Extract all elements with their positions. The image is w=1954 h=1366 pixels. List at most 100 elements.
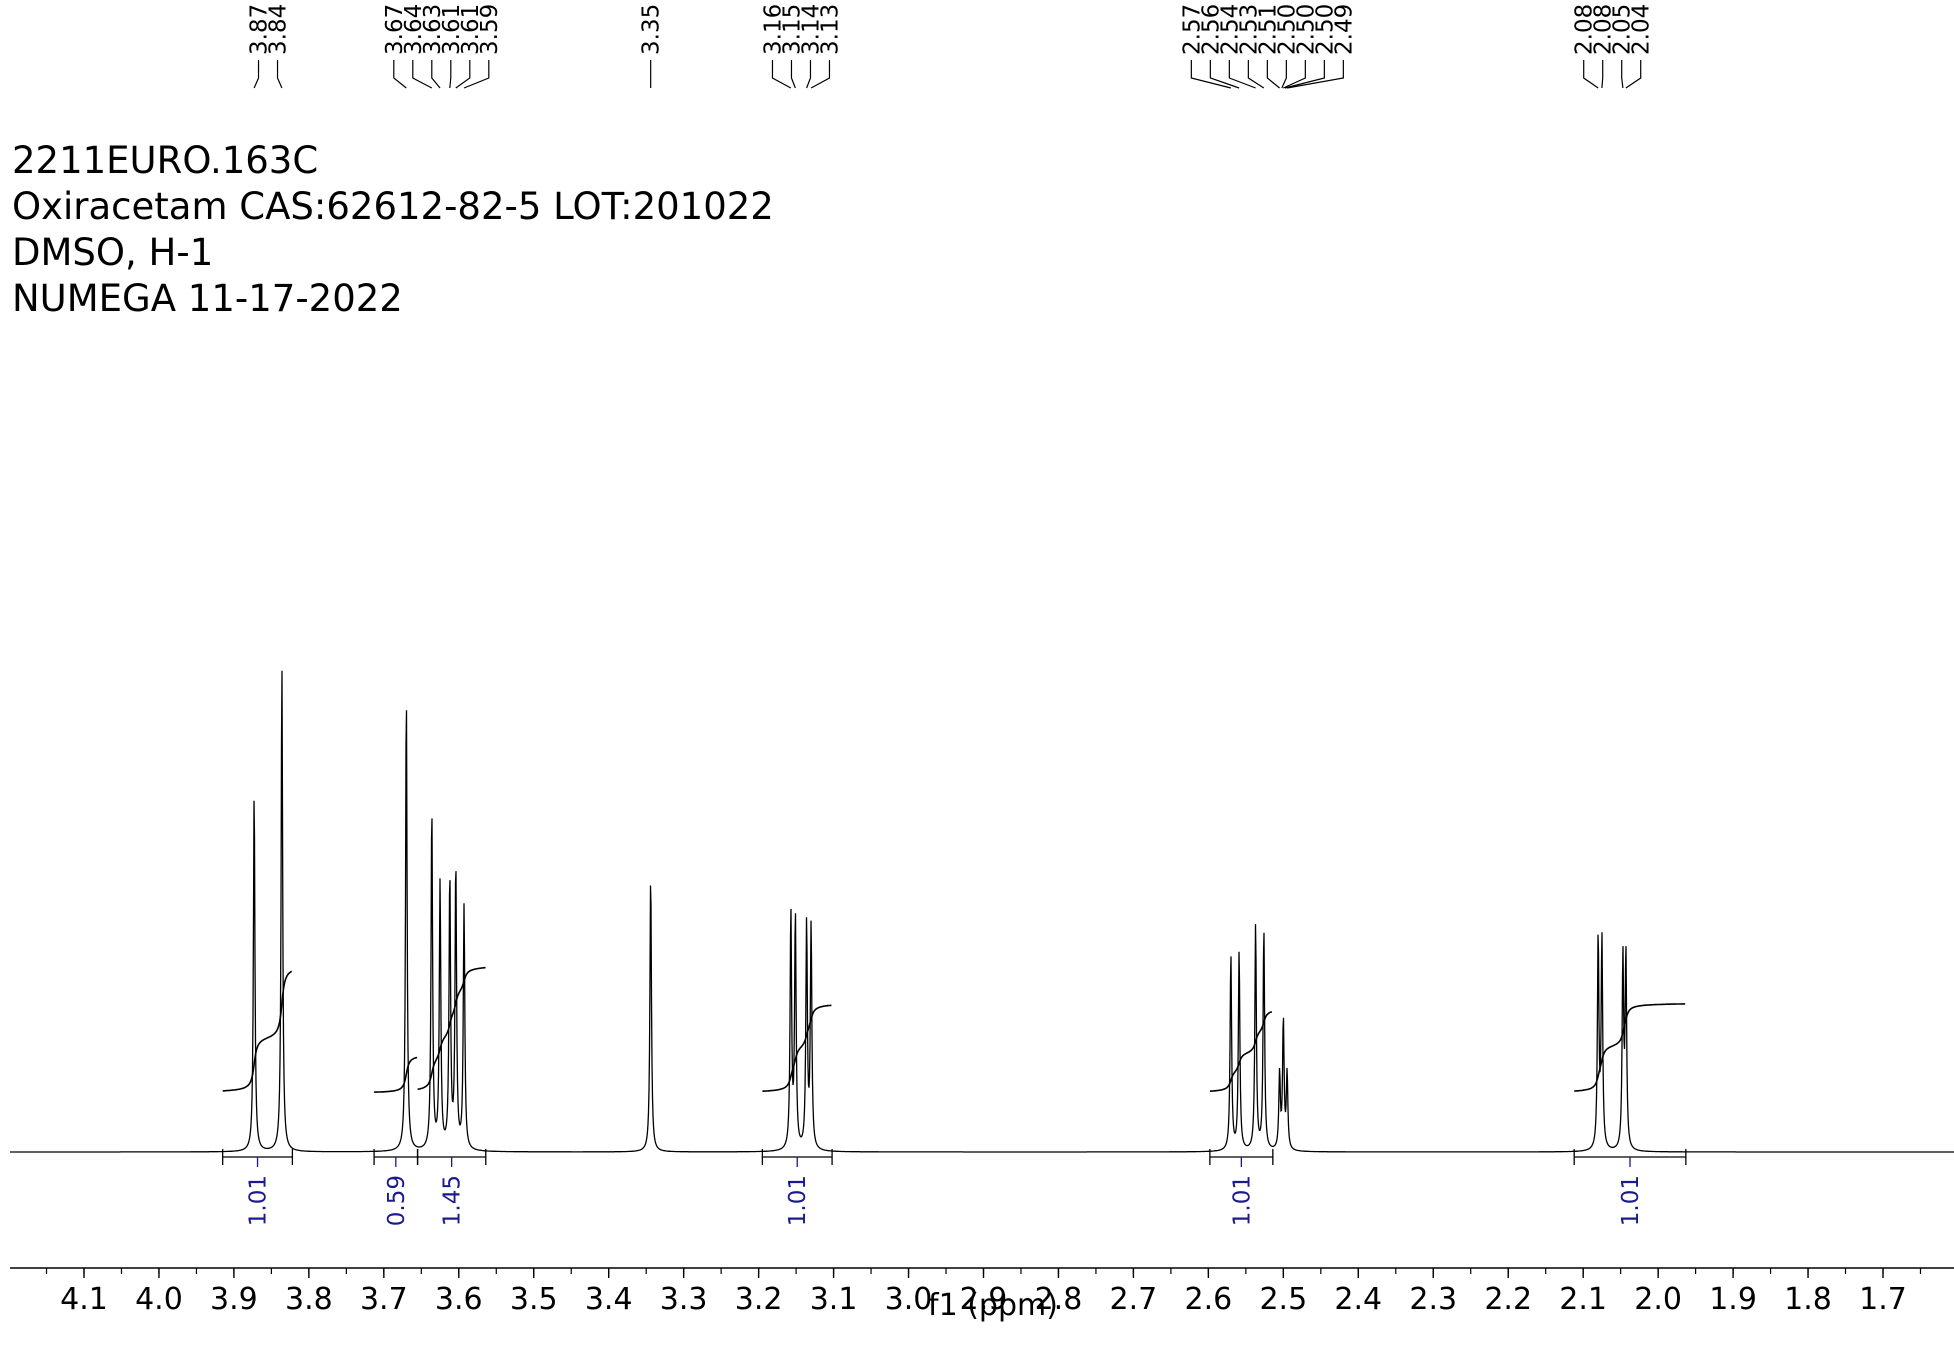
peak-shift-label: 3.67: [382, 4, 408, 55]
integral-curve: [417, 966, 486, 1091]
peak-label-leader: [1190, 60, 1232, 89]
x-tick-label: 2.3: [1409, 1282, 1457, 1317]
peak-label-leader: [449, 60, 452, 89]
peak-label-leader: [1286, 60, 1344, 89]
peak-label-leader: [790, 60, 796, 89]
peak-label-leader: [1284, 60, 1325, 89]
integral-curve: [762, 1004, 832, 1092]
integral-curve: [1209, 1010, 1273, 1092]
peak-shift-label: 2.04: [1629, 4, 1655, 55]
peak-shift-label: 3.14: [798, 4, 824, 55]
peak-label-leader: [393, 60, 407, 89]
peak-shift-label: 2.49: [1331, 4, 1357, 55]
peak-label-leader: [412, 60, 433, 89]
x-tick-label: 2.6: [1185, 1282, 1233, 1317]
peak-label-leader: [1247, 60, 1265, 89]
integral-value-label: 1.45: [440, 1175, 466, 1226]
integral-value-label: 1.01: [1618, 1175, 1644, 1226]
integral-curve: [374, 1056, 418, 1093]
integral-value-label: 1.01: [785, 1175, 811, 1226]
peak-label-leader: [771, 60, 792, 89]
x-tick-label: 1.7: [1859, 1282, 1907, 1317]
peak-shift-label: 2.08: [1591, 4, 1617, 55]
peak-label-leader: [1228, 60, 1256, 89]
integral-curve: [1574, 1003, 1686, 1092]
peak-shift-label: 3.15: [779, 4, 805, 55]
peak-shift-label: 2.51: [1255, 4, 1281, 55]
x-tick-label: 2.1: [1559, 1282, 1607, 1317]
x-axis-label: f1 (ppm): [928, 1288, 1058, 1323]
x-tick-label: 2.9: [960, 1282, 1008, 1317]
x-tick-label: 3.4: [585, 1282, 633, 1317]
x-tick-label: 4.1: [60, 1282, 108, 1317]
peak-shift-label: 3.16: [760, 4, 786, 55]
x-tick-label: 3.5: [510, 1282, 558, 1317]
peak-label-leader: [1209, 60, 1240, 89]
x-axis: 4.1 4.0 3.9 3.8 3.7 3.6 3.5 3.4 3.3 3.2 3.1 3.0 2.9 2…: [10, 1267, 1954, 1317]
integral-layer: 1.01 0.59 1.45 1.01 1.01 1.01: [222, 966, 1687, 1226]
peak-label-leader: [1281, 60, 1287, 89]
peak-shift-label: 2.50: [1293, 4, 1319, 55]
peak-label-leader: [455, 60, 471, 89]
peak-shift-label: 3.63: [420, 4, 446, 55]
peak-label-leader: [1621, 60, 1624, 89]
peak-label-leader: [1283, 60, 1306, 89]
peak-shift-label: 2.05: [1610, 4, 1636, 55]
x-tick-label: 3.3: [660, 1282, 708, 1317]
integral-curve: [222, 970, 293, 1092]
x-tick-label: 3.8: [285, 1282, 333, 1317]
sample-id: 2211EURO.163C: [12, 139, 319, 182]
x-tick-label: 2.7: [1110, 1282, 1158, 1317]
x-tick-label: 3.9: [210, 1282, 258, 1317]
peak-shift-label: 3.61: [458, 4, 484, 55]
integral-value-label: 0.59: [384, 1175, 410, 1226]
x-tick-label: 2.2: [1484, 1282, 1532, 1317]
peak-label-leader: [1601, 60, 1604, 89]
peak-label-leader: [1625, 60, 1642, 89]
peak-shift-label: 2.50: [1312, 4, 1338, 55]
peak-shift-label: 3.84: [266, 4, 292, 55]
x-tick-label: 3.7: [360, 1282, 408, 1317]
peak-shift-label: 3.59: [477, 4, 503, 55]
peak-shift-label: 3.61: [439, 4, 465, 55]
peak-label-leader: [276, 60, 283, 89]
x-tick-label: 1.9: [1709, 1282, 1757, 1317]
x-tick-label: 3.2: [735, 1282, 783, 1317]
integral-value-label: 1.01: [246, 1175, 272, 1226]
peak-shift-label: 2.57: [1179, 4, 1205, 55]
sample-header: 2211EURO.163C Oxiracetam CAS:62612-82-5 …: [12, 138, 774, 322]
peak-label-leader: [463, 60, 490, 89]
x-tick-label: 4.0: [135, 1282, 183, 1317]
x-tick-label: 3.1: [810, 1282, 858, 1317]
x-tick-label: 2.8: [1035, 1282, 1083, 1317]
x-tick-label: 2.5: [1259, 1282, 1307, 1317]
peak-label-leader: [253, 60, 260, 89]
solvent-nucleus: DMSO, H-1: [12, 231, 214, 274]
peak-shift-label: 3.64: [401, 4, 427, 55]
compound-info: Oxiracetam CAS:62612-82-5 LOT:201022: [12, 185, 774, 228]
peak-shift-label: 2.56: [1198, 4, 1224, 55]
x-tick-label: 2.4: [1334, 1282, 1382, 1317]
peak-shift-label: 2.54: [1217, 4, 1243, 55]
peak-label-leader: [810, 60, 831, 89]
peak-shift-label: 3.87: [247, 4, 273, 55]
x-tick-label: 2.0: [1634, 1282, 1682, 1317]
peak-label-leader: [431, 60, 441, 89]
peak-shift-label: 2.08: [1572, 4, 1598, 55]
x-tick-label: 3.6: [435, 1282, 483, 1317]
peak-shift-label: 3.13: [817, 4, 843, 55]
x-tick-label: 1.8: [1784, 1282, 1832, 1317]
peak-shift-label: 3.35: [639, 4, 665, 55]
peak-label-leader: [1266, 60, 1280, 89]
lab-date: NUMEGA 11-17-2022: [12, 277, 403, 320]
x-tick-label: 3.0: [885, 1282, 933, 1317]
peak-label-leader: [806, 60, 812, 89]
spectrum-trace: [10, 670, 1954, 1153]
peak-label-layer: 3.873.84 3.673.643.633.613.613.59 3.35 3.16…: [247, 4, 1655, 89]
integral-value-label: 1.01: [1229, 1175, 1255, 1226]
peak-shift-label: 2.53: [1236, 4, 1262, 55]
plot-area: [10, 670, 1954, 1153]
peak-label-leader: [1583, 60, 1599, 89]
peak-shift-label: 2.50: [1274, 4, 1300, 55]
